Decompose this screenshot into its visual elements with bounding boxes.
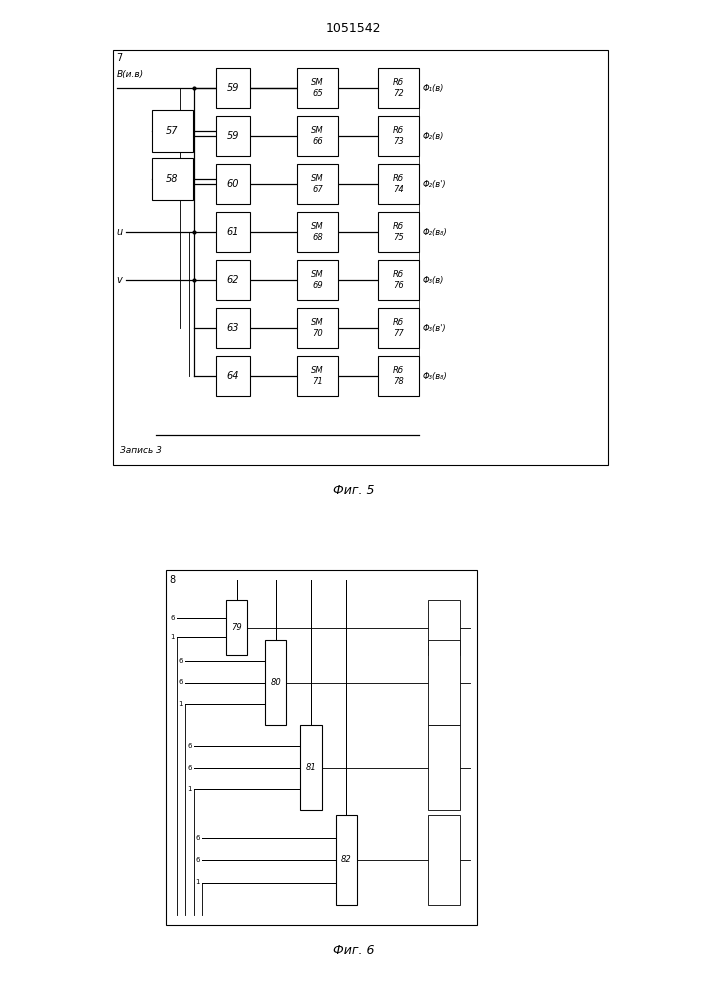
Bar	[378, 212, 419, 252]
Text: Rб
75: Rб 75	[393, 222, 404, 242]
Text: Φ₂(в'): Φ₂(в')	[423, 180, 446, 188]
Bar	[113, 50, 608, 465]
Bar	[297, 212, 338, 252]
Bar	[152, 110, 193, 152]
Text: Φ₃(в'): Φ₃(в')	[423, 324, 446, 333]
Bar	[216, 212, 250, 252]
Bar	[297, 68, 338, 108]
Text: Rб
74: Rб 74	[393, 174, 404, 194]
Text: 59: 59	[226, 83, 239, 93]
Bar	[300, 725, 322, 810]
Text: SM
70: SM 70	[311, 318, 324, 338]
Text: Rб
72: Rб 72	[393, 78, 404, 98]
Bar	[166, 570, 477, 925]
Text: 1: 1	[187, 786, 192, 792]
Text: 61: 61	[226, 227, 239, 237]
Text: Φ₂(в): Φ₂(в)	[423, 132, 444, 141]
Text: 59: 59	[226, 131, 239, 141]
Text: Rб
77: Rб 77	[393, 318, 404, 338]
Bar	[428, 725, 460, 810]
Text: Фиг. 5: Фиг. 5	[333, 484, 374, 496]
Bar	[216, 308, 250, 348]
Text: 63: 63	[226, 323, 239, 333]
Bar	[428, 600, 460, 655]
Text: 1: 1	[179, 701, 183, 707]
Bar	[378, 116, 419, 156]
Bar	[378, 260, 419, 300]
Bar	[428, 640, 460, 725]
Text: 82: 82	[341, 856, 352, 864]
Bar	[428, 815, 460, 905]
Text: 6: 6	[187, 764, 192, 770]
Text: SM
69: SM 69	[311, 270, 324, 290]
Text: Запись 3: Запись 3	[120, 446, 162, 455]
Text: Φ₃(в): Φ₃(в)	[423, 275, 444, 284]
Bar	[216, 260, 250, 300]
Text: 1051542: 1051542	[326, 21, 381, 34]
Text: v: v	[117, 275, 122, 285]
Text: 80: 80	[270, 678, 281, 687]
Text: 6: 6	[179, 658, 183, 664]
Bar	[297, 164, 338, 204]
Bar	[297, 308, 338, 348]
Text: 6: 6	[187, 743, 192, 749]
Text: Фиг. 6: Фиг. 6	[333, 944, 374, 956]
Text: SM
67: SM 67	[311, 174, 324, 194]
Text: Φ₂(в₈): Φ₂(в₈)	[423, 228, 448, 237]
Bar	[378, 356, 419, 396]
Bar	[152, 158, 193, 200]
Bar	[378, 68, 419, 108]
Text: 62: 62	[226, 275, 239, 285]
Text: 6: 6	[196, 857, 200, 863]
Bar	[378, 308, 419, 348]
Text: Rб
76: Rб 76	[393, 270, 404, 290]
Bar	[216, 116, 250, 156]
Text: u: u	[117, 227, 123, 237]
Text: Rб
78: Rб 78	[393, 366, 404, 386]
Bar	[216, 68, 250, 108]
Text: 1: 1	[170, 634, 175, 640]
Text: 6: 6	[179, 680, 183, 686]
Text: 6: 6	[170, 615, 175, 621]
Text: 7: 7	[117, 53, 123, 63]
Text: 6: 6	[196, 834, 200, 840]
Text: SM
71: SM 71	[311, 366, 324, 386]
Bar	[297, 116, 338, 156]
Text: 79: 79	[231, 623, 243, 632]
Text: 8: 8	[170, 575, 176, 585]
Bar	[226, 600, 247, 655]
Bar	[216, 164, 250, 204]
Bar	[297, 260, 338, 300]
Text: 1: 1	[196, 880, 200, 886]
Bar	[336, 815, 357, 905]
Bar	[265, 640, 286, 725]
Text: 57: 57	[166, 126, 179, 136]
Bar	[297, 356, 338, 396]
Text: SM
65: SM 65	[311, 78, 324, 98]
Text: Φ₃(в₈): Φ₃(в₈)	[423, 372, 448, 381]
Text: Rб
73: Rб 73	[393, 126, 404, 146]
Text: Φ₁(в): Φ₁(в)	[423, 84, 444, 93]
Text: SM
68: SM 68	[311, 222, 324, 242]
Text: 81: 81	[305, 763, 317, 772]
Text: SM
66: SM 66	[311, 126, 324, 146]
Bar	[216, 356, 250, 396]
Text: 64: 64	[226, 371, 239, 381]
Text: 60: 60	[226, 179, 239, 189]
Text: 58: 58	[166, 174, 179, 184]
Bar	[378, 164, 419, 204]
Text: В(и.в): В(и.в)	[117, 70, 144, 79]
